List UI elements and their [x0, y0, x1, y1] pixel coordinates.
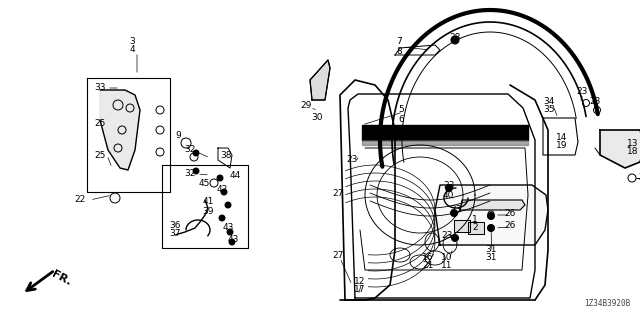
- Circle shape: [227, 229, 233, 235]
- Circle shape: [193, 150, 199, 156]
- Circle shape: [225, 202, 231, 208]
- Polygon shape: [468, 222, 484, 234]
- Polygon shape: [460, 200, 525, 210]
- Text: 18: 18: [627, 148, 639, 156]
- Circle shape: [451, 210, 458, 217]
- Text: 36: 36: [169, 220, 180, 229]
- Text: 38: 38: [220, 150, 232, 159]
- Text: 23: 23: [346, 156, 358, 164]
- Text: 4: 4: [129, 45, 135, 54]
- Text: 34: 34: [543, 97, 555, 106]
- Text: 31: 31: [485, 253, 497, 262]
- Text: 6: 6: [398, 115, 404, 124]
- Text: 41: 41: [202, 197, 214, 206]
- Text: 19: 19: [556, 141, 568, 150]
- Text: 8: 8: [396, 46, 402, 55]
- Text: 22: 22: [74, 196, 86, 204]
- Text: 11: 11: [441, 261, 452, 270]
- Text: 12: 12: [355, 276, 365, 285]
- Circle shape: [229, 239, 235, 245]
- Text: 37: 37: [169, 229, 180, 238]
- Text: 44: 44: [229, 171, 241, 180]
- Text: 16: 16: [422, 253, 434, 262]
- Text: 2: 2: [472, 223, 478, 233]
- Text: 35: 35: [543, 106, 555, 115]
- Text: 1Z34B3920B: 1Z34B3920B: [584, 299, 630, 308]
- Circle shape: [217, 175, 223, 181]
- Text: 43: 43: [227, 236, 239, 244]
- Text: 28: 28: [449, 34, 461, 43]
- Text: 7: 7: [396, 37, 402, 46]
- Text: 24: 24: [638, 173, 640, 182]
- Text: 23: 23: [589, 98, 601, 107]
- Text: 32: 32: [184, 146, 196, 155]
- Text: 25: 25: [94, 150, 106, 159]
- Text: 3: 3: [129, 37, 135, 46]
- Text: 5: 5: [398, 106, 404, 115]
- Circle shape: [445, 185, 452, 191]
- Circle shape: [488, 225, 495, 231]
- Circle shape: [193, 168, 199, 174]
- Text: 23: 23: [576, 86, 588, 95]
- Circle shape: [221, 189, 227, 195]
- Text: FR.: FR.: [50, 269, 73, 287]
- Polygon shape: [362, 140, 528, 145]
- Text: 42: 42: [216, 186, 228, 195]
- Text: 26: 26: [504, 220, 516, 229]
- Text: 43: 43: [222, 223, 234, 233]
- Text: 9: 9: [175, 132, 181, 140]
- Text: 23: 23: [444, 180, 454, 189]
- Polygon shape: [435, 185, 548, 245]
- Text: 33: 33: [94, 83, 106, 92]
- Text: 23: 23: [451, 205, 461, 214]
- Circle shape: [451, 36, 459, 44]
- Text: 40: 40: [442, 191, 454, 201]
- Text: 27: 27: [332, 252, 344, 260]
- Text: 13: 13: [627, 139, 639, 148]
- Text: 25: 25: [94, 118, 106, 127]
- Text: 1: 1: [472, 215, 478, 225]
- Polygon shape: [454, 220, 470, 232]
- Circle shape: [219, 215, 225, 221]
- Polygon shape: [362, 125, 528, 140]
- Text: 14: 14: [556, 132, 568, 141]
- Polygon shape: [310, 60, 330, 100]
- Text: 32: 32: [184, 170, 196, 179]
- Text: 21: 21: [422, 261, 434, 270]
- Text: 29: 29: [300, 101, 312, 110]
- Text: 17: 17: [355, 284, 365, 293]
- Text: 31: 31: [485, 245, 497, 254]
- Text: 26: 26: [504, 209, 516, 218]
- Text: 39: 39: [202, 207, 214, 217]
- Text: 23: 23: [442, 231, 452, 241]
- Text: 45: 45: [198, 179, 210, 188]
- Text: 10: 10: [441, 253, 452, 262]
- Circle shape: [488, 212, 495, 220]
- Polygon shape: [100, 90, 140, 170]
- Circle shape: [451, 235, 458, 242]
- Text: 27: 27: [332, 188, 344, 197]
- Text: 30: 30: [311, 113, 323, 122]
- Polygon shape: [600, 130, 640, 168]
